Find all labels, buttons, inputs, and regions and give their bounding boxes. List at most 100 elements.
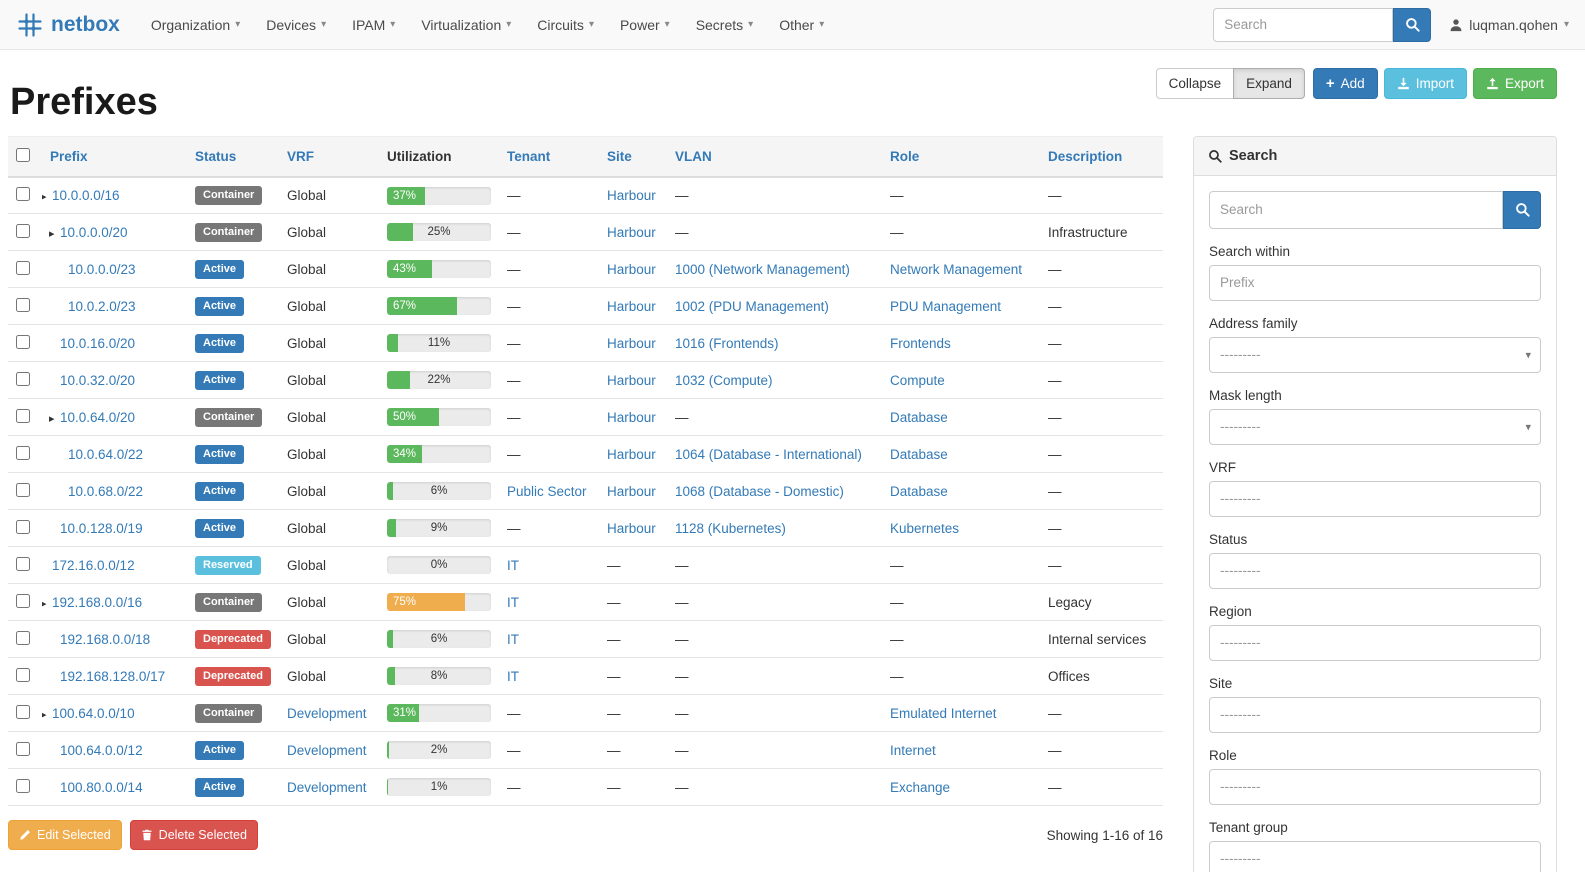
import-button[interactable]: Import (1383, 68, 1467, 99)
nav-item-secrets[interactable]: Secrets ▾ (683, 2, 767, 48)
site-link[interactable]: Harbour (607, 372, 656, 388)
row-checkbox[interactable] (16, 187, 30, 202)
column-header-vrf[interactable]: VRF (279, 135, 379, 178)
row-checkbox[interactable] (16, 667, 30, 682)
filter-field-input[interactable] (1209, 624, 1541, 661)
role-link[interactable]: Network Management (890, 261, 1023, 277)
expand-caret-icon[interactable]: ▸ (49, 227, 55, 240)
prefix-link[interactable]: 192.168.128.0/17 (60, 668, 166, 684)
prefix-link[interactable]: 10.0.0.0/16 (52, 188, 120, 204)
filter-field-input[interactable] (1209, 696, 1541, 733)
site-link[interactable]: Harbour (607, 261, 656, 277)
column-header-prefix[interactable]: Prefix (42, 135, 187, 178)
row-checkbox[interactable] (16, 297, 30, 312)
filter-field-input[interactable] (1209, 480, 1541, 517)
column-header-tenant[interactable]: Tenant (499, 135, 599, 178)
user-menu[interactable]: luqman.qohen ▾ (1449, 17, 1569, 33)
expand-caret-icon[interactable]: ▸ (42, 597, 52, 610)
expand-button[interactable]: Expand (1233, 68, 1305, 99)
role-link[interactable]: Kubernetes (890, 520, 960, 536)
prefix-link[interactable]: 10.0.16.0/20 (60, 335, 136, 351)
select-all-checkbox[interactable] (16, 147, 30, 162)
column-header-role[interactable]: Role (882, 135, 1040, 178)
site-link[interactable]: Harbour (607, 298, 656, 314)
row-checkbox[interactable] (16, 334, 30, 349)
nav-item-devices[interactable]: Devices ▾ (253, 2, 339, 48)
site-link[interactable]: Harbour (607, 335, 656, 351)
vlan-link[interactable]: 1016 (Frontends) (675, 335, 779, 351)
filter-field-input[interactable] (1209, 408, 1541, 445)
prefix-link[interactable]: 10.0.64.0/20 (60, 409, 136, 425)
expand-caret-icon[interactable]: ▸ (49, 412, 55, 425)
row-checkbox[interactable] (16, 371, 30, 386)
row-checkbox[interactable] (16, 482, 30, 497)
vlan-link[interactable]: 1068 (Database - Domestic) (675, 483, 844, 499)
prefix-link[interactable]: 100.64.0.0/10 (52, 705, 135, 721)
row-checkbox[interactable] (16, 408, 30, 423)
vlan-link[interactable]: 1002 (PDU Management) (675, 298, 829, 314)
vlan-link[interactable]: 1128 (Kubernetes) (675, 520, 786, 536)
column-header-vlan[interactable]: VLAN (667, 135, 882, 178)
site-link[interactable]: Harbour (607, 446, 656, 462)
prefix-link[interactable]: 172.16.0.0/12 (52, 557, 135, 573)
vlan-link[interactable]: 1000 (Network Management) (675, 261, 850, 277)
filter-field-input[interactable] (1209, 840, 1541, 872)
vlan-link[interactable]: 1032 (Compute) (675, 372, 773, 388)
tenant-link[interactable]: Public Sector (507, 483, 587, 499)
tenant-link[interactable]: IT (507, 594, 519, 610)
nav-item-power[interactable]: Power ▾ (607, 2, 683, 48)
column-header-site[interactable]: Site (599, 135, 667, 178)
row-checkbox[interactable] (16, 704, 30, 719)
vlan-link[interactable]: 1064 (Database - International) (675, 446, 862, 462)
navbar-search-input[interactable] (1213, 7, 1394, 42)
add-button[interactable]: + Add (1312, 68, 1378, 99)
filter-field-input[interactable] (1209, 552, 1541, 589)
prefix-link[interactable]: 10.0.128.0/19 (60, 520, 143, 536)
row-checkbox[interactable] (16, 741, 30, 756)
role-link[interactable]: Frontends (890, 335, 951, 351)
expand-caret-icon[interactable]: ▸ (42, 708, 52, 721)
row-checkbox[interactable] (16, 519, 30, 534)
role-link[interactable]: Database (890, 446, 948, 462)
role-link[interactable]: PDU Management (890, 298, 1002, 314)
prefix-link[interactable]: 10.0.64.0/22 (68, 446, 144, 462)
nav-item-organization[interactable]: Organization ▾ (138, 2, 253, 48)
collapse-button[interactable]: Collapse (1155, 68, 1235, 99)
row-checkbox[interactable] (16, 778, 30, 793)
filter-search-button[interactable] (1503, 190, 1541, 229)
nav-item-circuits[interactable]: Circuits ▾ (524, 2, 607, 48)
row-checkbox[interactable] (16, 445, 30, 460)
site-link[interactable]: Harbour (607, 409, 656, 425)
netbox-brand[interactable]: netbox (16, 11, 120, 39)
edit-selected-button[interactable]: Edit Selected (8, 820, 122, 851)
filter-field-input[interactable] (1209, 264, 1541, 301)
vrf-link[interactable]: Development (287, 742, 367, 758)
prefix-link[interactable]: 10.0.32.0/20 (60, 372, 136, 388)
row-checkbox[interactable] (16, 593, 30, 608)
site-link[interactable]: Harbour (607, 483, 656, 499)
vrf-link[interactable]: Development (287, 779, 367, 795)
tenant-link[interactable]: IT (507, 668, 519, 684)
row-checkbox[interactable] (16, 223, 30, 238)
filter-field-input[interactable] (1209, 336, 1541, 373)
navbar-search-button[interactable] (1393, 7, 1432, 42)
site-link[interactable]: Harbour (607, 224, 656, 240)
site-link[interactable]: Harbour (607, 188, 656, 204)
nav-item-virtualization[interactable]: Virtualization ▾ (408, 2, 524, 48)
row-checkbox[interactable] (16, 260, 30, 275)
role-link[interactable]: Exchange (890, 779, 951, 795)
role-link[interactable]: Internet (890, 742, 936, 758)
filter-search-input[interactable] (1209, 190, 1503, 229)
prefix-link[interactable]: 10.0.0.0/23 (68, 261, 136, 277)
nav-item-ipam[interactable]: IPAM ▾ (339, 2, 408, 48)
prefix-link[interactable]: 192.168.0.0/16 (52, 594, 143, 610)
prefix-link[interactable]: 10.0.2.0/23 (68, 298, 136, 314)
expand-caret-icon[interactable]: ▸ (42, 190, 52, 203)
vrf-link[interactable]: Development (287, 705, 367, 721)
role-link[interactable]: Database (890, 409, 948, 425)
prefix-link[interactable]: 192.168.0.0/18 (60, 631, 151, 647)
column-header-status[interactable]: Status (187, 135, 279, 178)
column-header-description[interactable]: Description (1040, 135, 1163, 178)
tenant-link[interactable]: IT (507, 631, 519, 647)
filter-field-input[interactable] (1209, 768, 1541, 805)
